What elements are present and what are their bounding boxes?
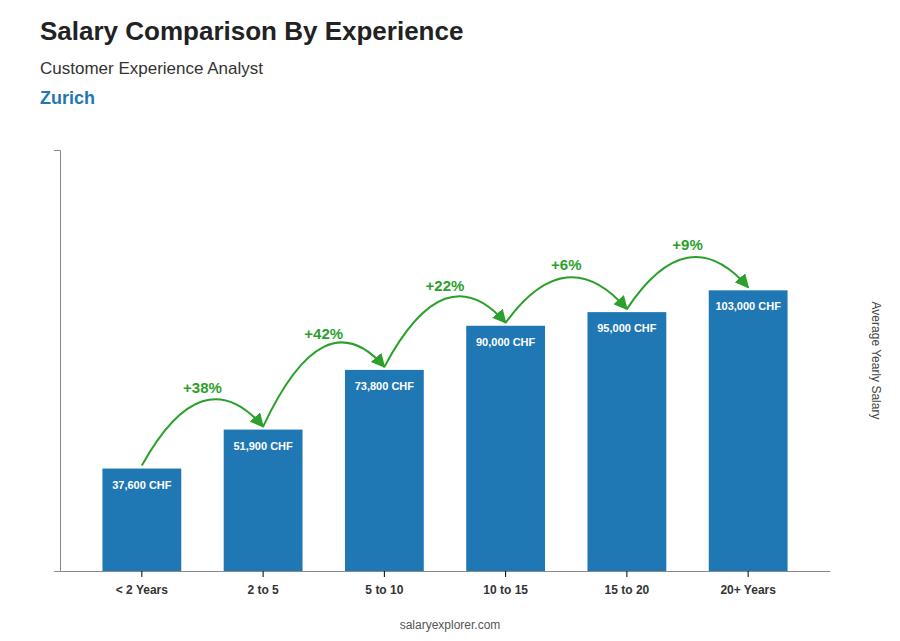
- x-tick-mark: [384, 571, 385, 577]
- data-label: 37,600 CHF: [112, 479, 172, 491]
- bar: [587, 312, 666, 571]
- x-tick-label: 5 to 10: [365, 583, 403, 597]
- x-tick-mark: [626, 571, 627, 577]
- x-tick: 2 to 5: [247, 571, 279, 597]
- change-arc: [384, 296, 505, 367]
- change-arc: [627, 257, 748, 309]
- bar: [102, 469, 181, 571]
- x-tick-label: 20+ Years: [720, 583, 776, 597]
- x-tick: 15 to 20: [605, 571, 650, 597]
- x-tick: 20+ Years: [720, 571, 776, 597]
- chart: Salary Comparison By Experience Customer …: [0, 0, 900, 641]
- x-tick-label: 15 to 20: [605, 583, 650, 597]
- x-tick: 5 to 10: [365, 571, 403, 597]
- change-label: +9%: [672, 236, 702, 253]
- data-label: 103,000 CHF: [715, 300, 781, 312]
- source: salaryexplorer.com: [400, 618, 501, 632]
- change-arc: [142, 399, 263, 465]
- change-arc: [506, 277, 627, 323]
- city: Zurich: [40, 88, 95, 108]
- bar: [345, 370, 424, 571]
- bar: [466, 326, 545, 571]
- bar: [709, 290, 788, 571]
- x-tick-label: < 2 Years: [116, 583, 168, 597]
- change-arcs: +38% +42% +22% +6% +9%: [142, 236, 748, 466]
- y-axis-line: [54, 151, 61, 572]
- change-label: +38%: [183, 379, 222, 396]
- data-label: 90,000 CHF: [476, 336, 536, 348]
- data-label: 73,800 CHF: [355, 380, 415, 392]
- x-axis-line: [61, 571, 831, 572]
- x-tick: < 2 Years: [116, 571, 168, 597]
- x-tick-label: 2 to 5: [247, 583, 279, 597]
- y-axis: [54, 151, 61, 572]
- x-axis: < 2 Years 2 to 5 5 to 10 10 to 15 15 to 20 20…: [61, 571, 831, 597]
- x-tick-mark: [505, 571, 506, 577]
- data-labels: 37,600 CHF 51,900 CHF 73,800 CHF 90,000 CHF…: [112, 300, 781, 490]
- x-tick-mark: [141, 571, 142, 577]
- x-tick-label: 10 to 15: [483, 583, 528, 597]
- data-label: 51,900 CHF: [233, 440, 293, 452]
- plot: < 2 Years 2 to 5 5 to 10 10 to 15 15 to 20 20…: [54, 151, 831, 598]
- y-axis-title: Average Yearly Salary: [869, 302, 883, 420]
- subtitle: Customer Experience Analyst: [40, 59, 263, 78]
- change-label: +42%: [304, 325, 343, 342]
- x-tick: 10 to 15: [483, 571, 528, 597]
- change-label: +6%: [551, 256, 581, 273]
- title: Salary Comparison By Experience: [40, 16, 463, 46]
- bar: [224, 430, 303, 571]
- change-label: +22%: [426, 277, 465, 294]
- change-arc: [263, 342, 384, 426]
- data-label: 95,000 CHF: [597, 322, 657, 334]
- bars: [102, 290, 787, 571]
- x-tick-mark: [748, 571, 749, 577]
- x-tick-mark: [263, 571, 264, 577]
